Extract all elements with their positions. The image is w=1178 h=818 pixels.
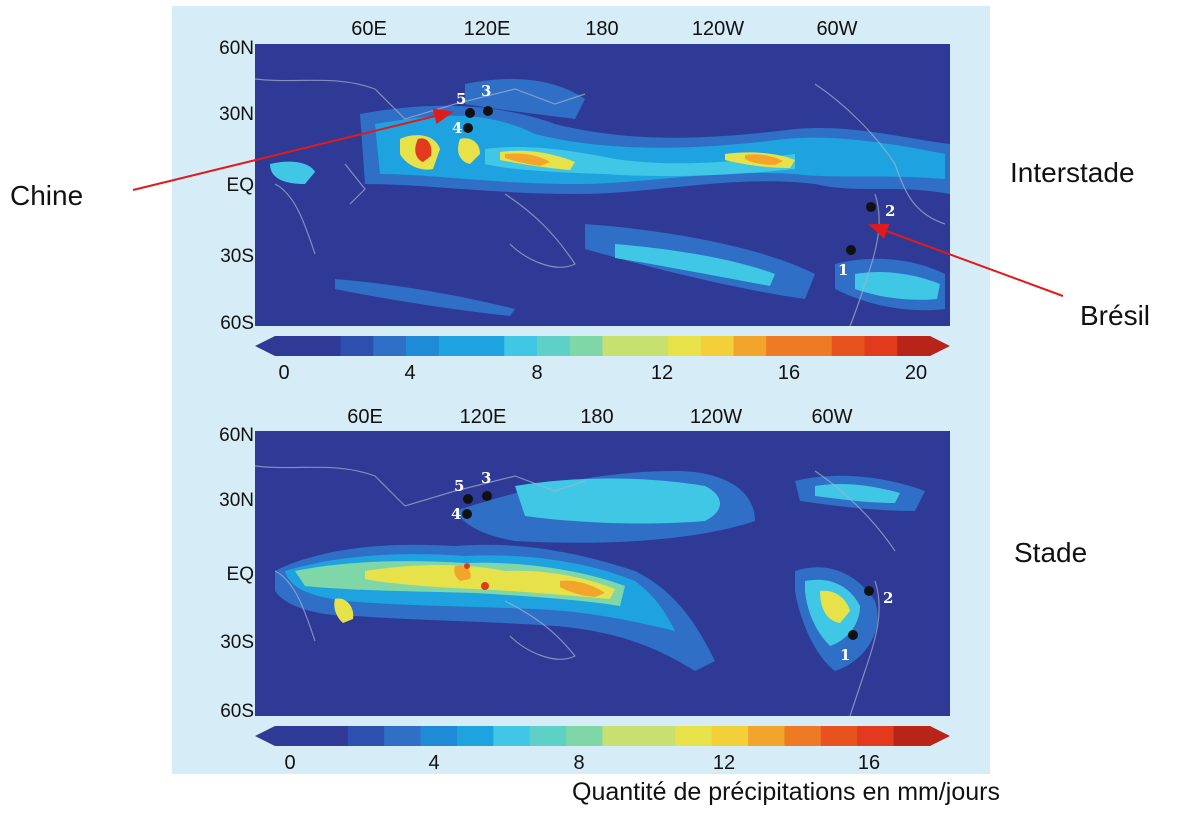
top-lat-label-eq: EQ <box>226 175 254 196</box>
brazil-annotation: Brésil <box>1080 300 1151 331</box>
colorbar-segment <box>638 726 676 746</box>
colorbar-segment <box>675 726 713 746</box>
colorbar-segment <box>799 336 833 356</box>
bottom-lat-label-60s: 60S <box>220 701 254 722</box>
colorbar-segment <box>456 726 494 746</box>
top-lat-label-30s: 30S <box>220 246 254 267</box>
colorbar-segment <box>537 336 571 356</box>
bottom-colorbar <box>255 726 950 746</box>
top-lon-label-60e: 60E <box>351 18 387 40</box>
colorbar-segment <box>893 726 931 746</box>
figure-caption: Quantité de précipitations en mm/jours <box>572 778 1000 806</box>
bottom-lat-label-30s: 30S <box>220 632 254 653</box>
top-lat-label-30n: 30N <box>219 104 254 125</box>
top-lon-label-120e: 120E <box>463 18 511 40</box>
top-colorbar-tick-16: 16 <box>777 362 801 384</box>
colorbar-segment <box>340 336 374 356</box>
bottom-lon-label-60e: 60E <box>347 406 383 428</box>
top-colorbar-tick-4: 4 <box>404 362 416 384</box>
bottom-colorbar-tick-16: 16 <box>857 752 881 774</box>
top-colorbar-tick-12: 12 <box>650 362 674 384</box>
colorbar-segment <box>529 726 567 746</box>
top-colorbar-tick-8: 8 <box>531 362 543 384</box>
colorbar-segment <box>504 336 538 356</box>
bottom-lat-label-eq: EQ <box>226 564 254 585</box>
colorbar-segment <box>700 336 734 356</box>
bottom-lat-label-30n: 30N <box>219 490 254 511</box>
colorbar-segment <box>857 726 895 746</box>
bottom-colorbar-tick-8: 8 <box>573 752 585 774</box>
colorbar-max-arrow <box>930 336 950 356</box>
top-lat-label-60n: 60N <box>219 38 254 59</box>
bottom-lon-label-180: 180 <box>580 406 614 428</box>
top-lon-label-180: 180 <box>585 18 619 40</box>
colorbar-segment <box>820 726 858 746</box>
bottom-precipitation-map <box>255 431 950 716</box>
colorbar-segment <box>307 336 341 356</box>
colorbar-segment <box>438 336 472 356</box>
top-lon-label-120w: 120W <box>691 18 745 40</box>
colorbar-segment <box>864 336 898 356</box>
colorbar-segment <box>831 336 865 356</box>
china-annotation: Chine <box>10 180 84 211</box>
top-lon-label-60w: 60W <box>816 18 858 40</box>
top-colorbar <box>255 336 950 356</box>
colorbar-segment <box>668 336 702 356</box>
colorbar-segment <box>275 336 309 356</box>
colorbar-min-arrow <box>255 726 275 746</box>
top-colorbar-tick-20: 20 <box>904 362 928 384</box>
colorbar-segment <box>275 726 312 746</box>
colorbar-segment <box>384 726 422 746</box>
top-lat-label-60s: 60S <box>220 313 254 334</box>
top-colorbar-tick-0: 0 <box>278 362 290 384</box>
top-panel-label: Interstade <box>1010 157 1135 188</box>
bottom-lon-label-120e: 120E <box>459 406 507 428</box>
bottom-lon-label-120w: 120W <box>689 406 743 428</box>
colorbar-segment <box>347 726 385 746</box>
bottom-panel-label: Stade <box>1014 537 1088 568</box>
colorbar-segment <box>748 726 785 746</box>
bottom-colorbar-tick-4: 4 <box>428 752 440 774</box>
colorbar-segment <box>311 726 349 746</box>
bottom-colorbar-tick-12: 12 <box>712 752 736 774</box>
top-precipitation-map <box>255 44 950 326</box>
colorbar-segment <box>471 336 505 356</box>
colorbar-segment <box>602 726 640 746</box>
colorbar-max-arrow <box>930 726 950 746</box>
colorbar-segment <box>733 336 767 356</box>
colorbar-segment <box>784 726 822 746</box>
colorbar-segment <box>569 336 603 356</box>
bottom-colorbar-tick-0: 0 <box>284 752 296 774</box>
colorbar-min-arrow <box>255 336 275 356</box>
colorbar-segment <box>602 336 636 356</box>
bottom-lon-label-60w: 60W <box>811 406 853 428</box>
colorbar-segment <box>766 336 800 356</box>
colorbar-segment <box>493 726 531 746</box>
colorbar-segment <box>635 336 669 356</box>
colorbar-segment <box>711 726 749 746</box>
bottom-lat-label-60n: 60N <box>219 425 254 446</box>
colorbar-segment <box>566 726 603 746</box>
colorbar-segment <box>420 726 458 746</box>
colorbar-segment <box>406 336 440 356</box>
colorbar-segment <box>373 336 407 356</box>
colorbar-segment <box>897 336 931 356</box>
